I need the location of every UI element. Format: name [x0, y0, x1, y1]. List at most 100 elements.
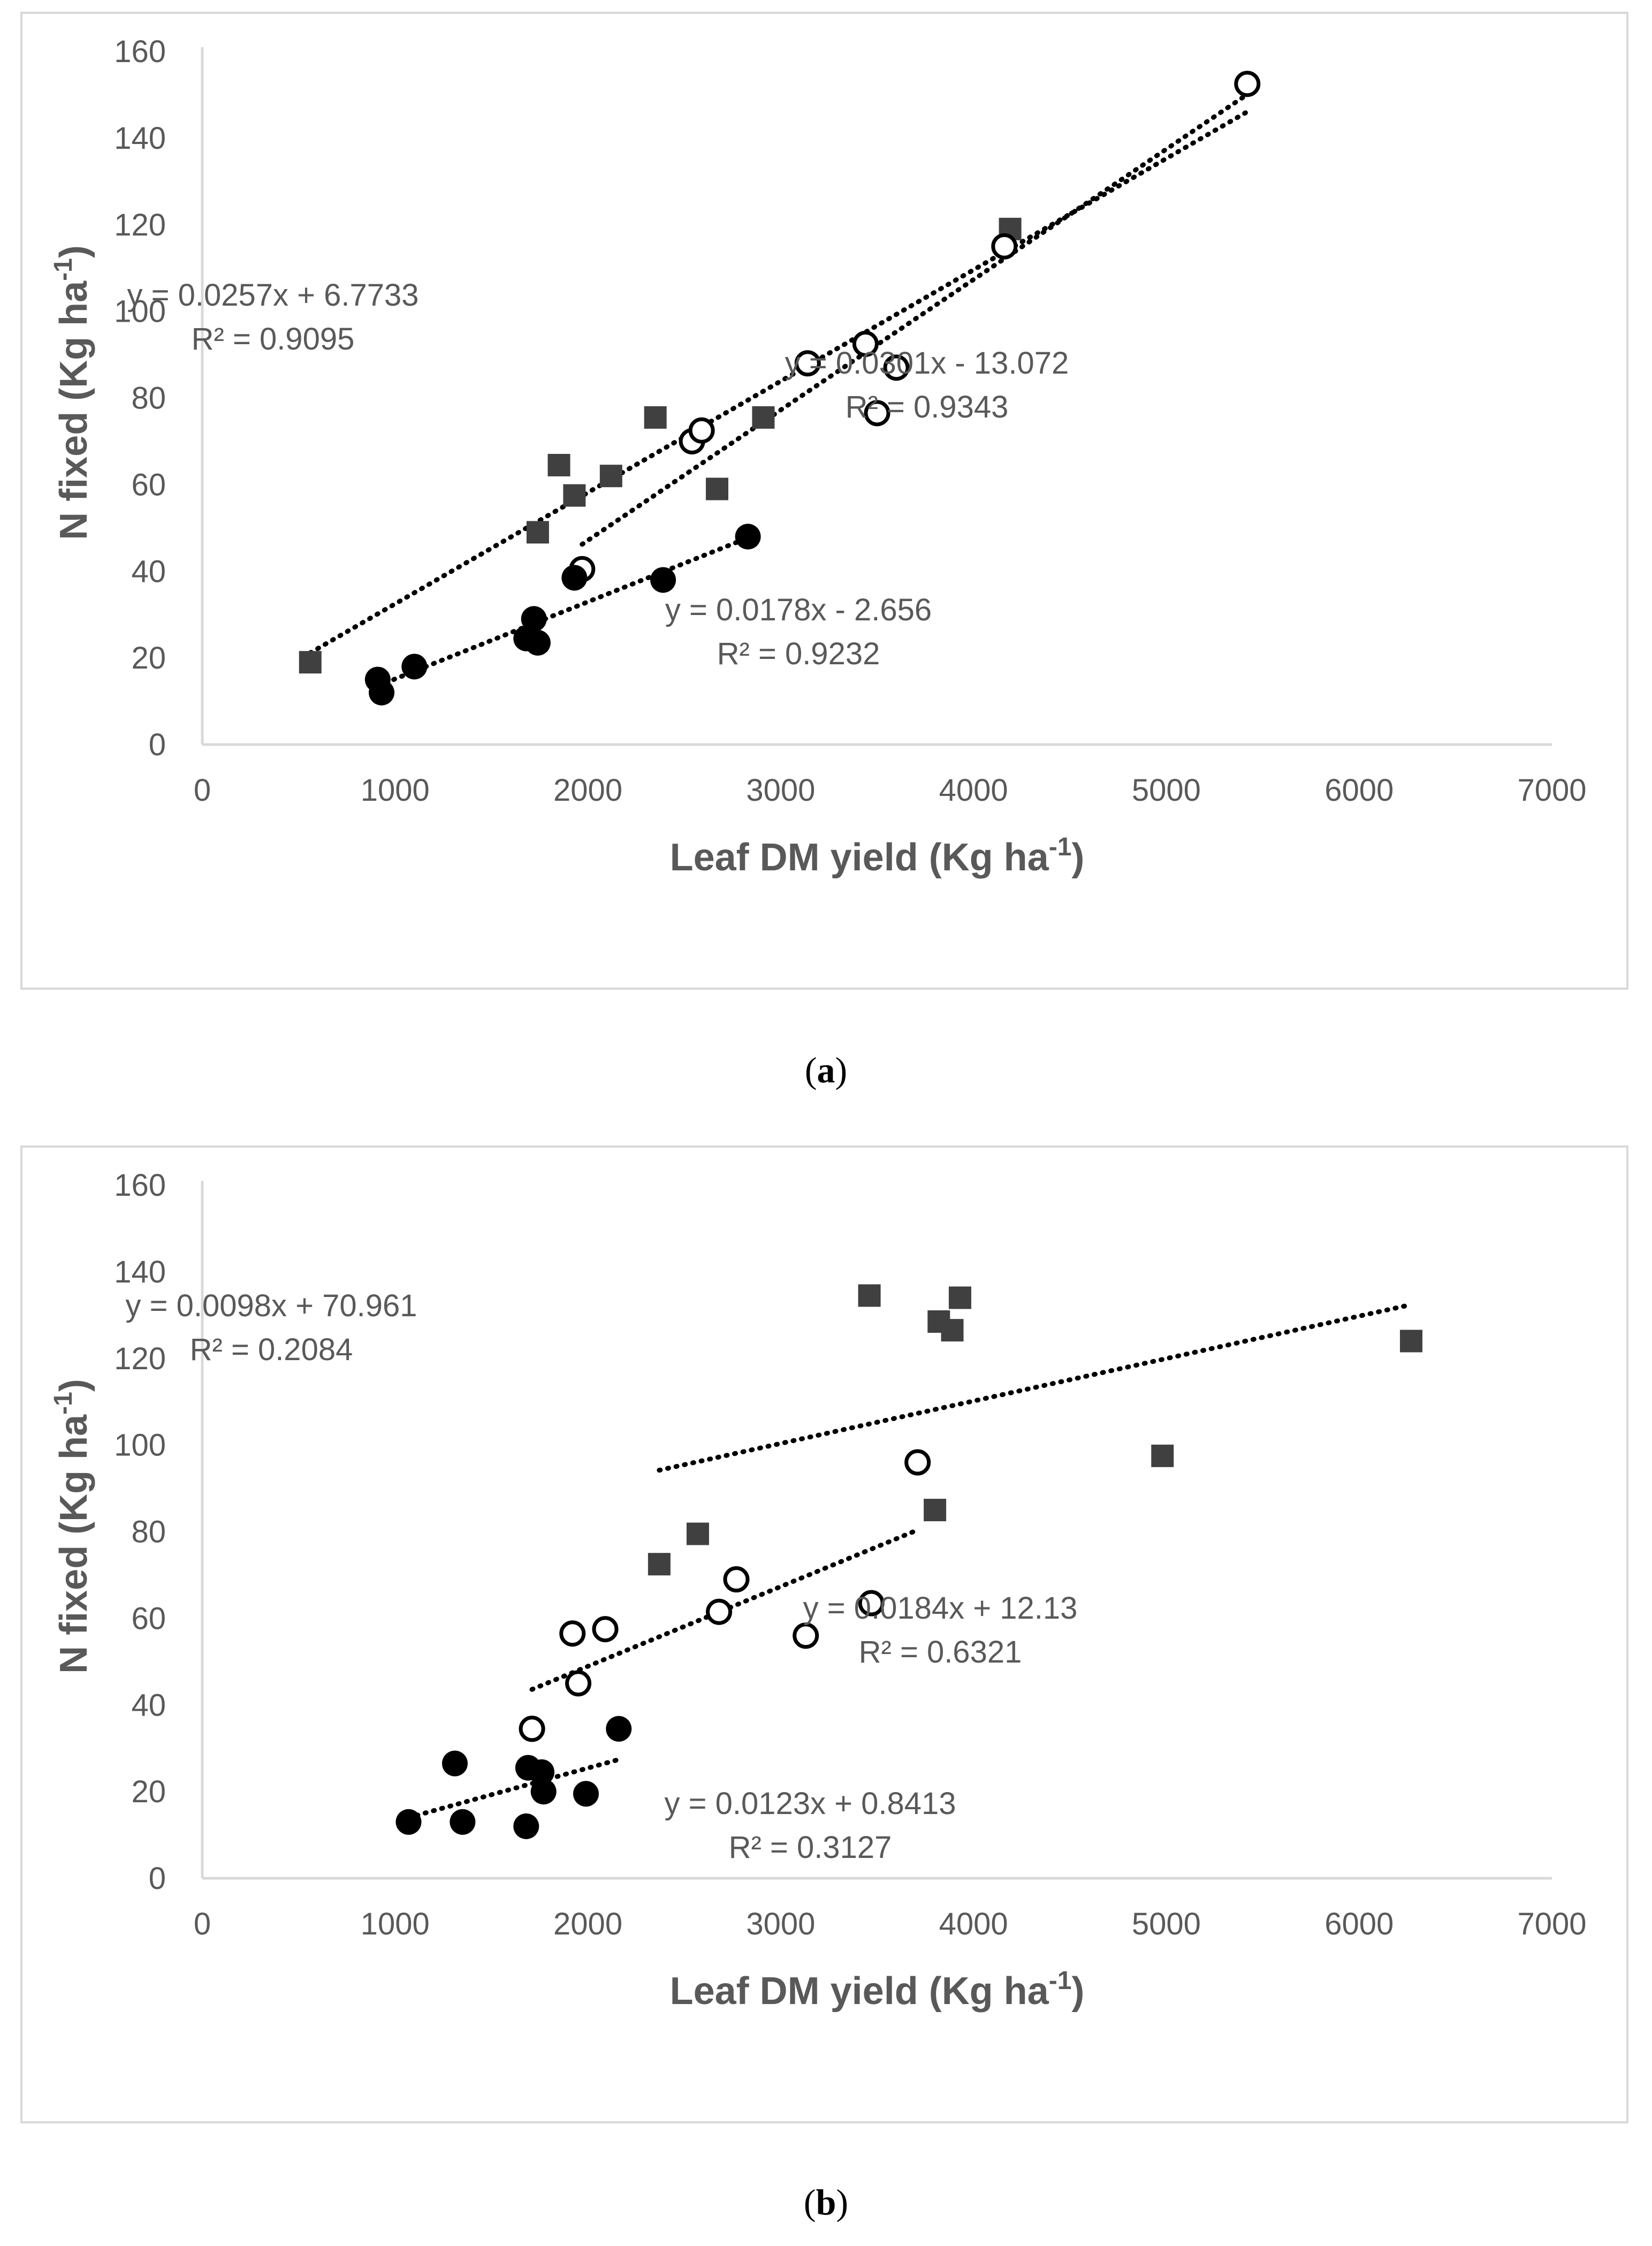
data-point-open-circle [1234, 71, 1261, 97]
data-point-filled-circle [561, 565, 588, 591]
x-tick-label: 4000 [939, 773, 1008, 808]
data-point-filled-circle [521, 606, 547, 632]
x-tick-label: 0 [194, 1907, 211, 1941]
data-point-square [599, 465, 622, 488]
trendline-filled-circle [375, 535, 751, 688]
scatter-chart-b: 0 20 40 60 80 100 120 140 160 0 1000 2000 3000 4000 50… [49, 1168, 1587, 2013]
data-point-square [547, 453, 570, 476]
r-squared-label: R² = 0.6321 [859, 1635, 1022, 1670]
trendline-open-circle [580, 92, 1250, 547]
x-tick-label: 7000 [1517, 1907, 1586, 1941]
trendline-square [657, 1302, 1414, 1473]
y-tick-label: 160 [114, 1168, 166, 1203]
data-point-open-circle [723, 1566, 750, 1593]
data-point-filled-circle [450, 1809, 476, 1835]
regression-equation: y = 0.0257x + 6.7733 [127, 278, 419, 313]
r-squared-label: R² = 0.9095 [192, 322, 355, 356]
y-tick-label: 140 [114, 1255, 166, 1289]
data-point-square [1399, 1330, 1422, 1353]
y-tick-label: 40 [131, 1688, 166, 1723]
data-point-square [686, 1522, 709, 1545]
x-tick-label: 5000 [1132, 1907, 1201, 1941]
regression-equation: y = 0.0178x - 2.656 [665, 593, 932, 627]
y-tick-label: 20 [131, 1774, 166, 1809]
r-squared-label: R² = 0.9232 [717, 636, 880, 671]
data-point-open-circle [565, 1670, 592, 1697]
x-tick-label: 2000 [553, 773, 622, 808]
data-point-open-circle [864, 400, 890, 427]
data-point-square [752, 406, 775, 429]
data-point-open-circle [858, 1590, 885, 1617]
x-tick-label: 4000 [939, 1907, 1008, 1941]
x-tick-label: 0 [194, 773, 211, 808]
regression-equation: y = 0.0184x + 12.13 [803, 1591, 1078, 1626]
data-point-open-circle [991, 233, 1018, 260]
data-point-open-circle [559, 1620, 586, 1647]
chart-panel-b: 0 20 40 60 80 100 120 140 160 0 1000 2000 3000 4000 50… [20, 1145, 1628, 2123]
caption-b: (b) [803, 2182, 849, 2222]
y-axis-title: N fixed (Kg ha-1) [49, 1379, 95, 1674]
data-point-square [924, 1499, 947, 1522]
data-point-open-circle [852, 330, 879, 357]
y-tick-label: 140 [114, 121, 166, 156]
data-point-filled-circle [401, 654, 428, 680]
r-squared-label: R² = 0.3127 [729, 1830, 892, 1865]
y-tick-label: 100 [114, 294, 166, 329]
x-tick-label: 2000 [553, 1907, 622, 1941]
data-point-open-circle [519, 1716, 545, 1742]
data-point-open-circle [883, 354, 910, 381]
data-point-square [644, 406, 667, 429]
y-tick-label: 80 [131, 1515, 166, 1550]
data-point-square [563, 484, 586, 507]
r-squared-label: R² = 0.2084 [190, 1332, 353, 1367]
x-tick-label: 6000 [1324, 1907, 1394, 1941]
data-point-filled-circle [524, 629, 551, 656]
data-point-square [299, 651, 322, 674]
y-tick-label: 0 [149, 1861, 166, 1896]
y-tick-label: 160 [114, 34, 166, 69]
data-point-filled-circle [573, 1781, 599, 1807]
x-tick-label: 1000 [361, 773, 430, 808]
caption-a: (a) [804, 1050, 848, 1090]
trendline-square [308, 109, 1250, 656]
data-point-filled-circle [606, 1716, 632, 1742]
regression-equation: y = 0.0301x - 13.072 [785, 346, 1069, 381]
data-point-square [941, 1319, 964, 1342]
x-axis-title: Leaf DM yield (Kg ha-1) [670, 1967, 1085, 2013]
data-point-open-circle [706, 1598, 733, 1625]
x-tick-label: 6000 [1324, 773, 1394, 808]
y-tick-label: 40 [131, 554, 166, 589]
y-axis-title: N fixed (Kg ha-1) [49, 245, 95, 540]
data-point-square [526, 521, 549, 544]
x-tick-label: 5000 [1132, 773, 1201, 808]
data-point-open-circle [794, 350, 821, 377]
data-point-open-circle [793, 1622, 819, 1649]
y-tick-label: 60 [131, 1601, 166, 1636]
r-squared-label: R² = 0.9343 [846, 390, 1009, 424]
regression-equation: y = 0.0123x + 0.8413 [665, 1786, 956, 1821]
x-tick-label: 7000 [1517, 773, 1586, 808]
data-point-square [1151, 1444, 1174, 1467]
data-point-square [948, 1286, 971, 1309]
y-tick-label: 100 [114, 1428, 166, 1463]
data-point-open-circle [688, 417, 715, 444]
data-point-open-circle [904, 1449, 931, 1476]
data-point-filled-circle [529, 1759, 555, 1785]
x-axis-title: Leaf DM yield (Kg ha-1) [670, 833, 1085, 879]
trendline-filled-circle [406, 1757, 621, 1820]
data-point-filled-circle [395, 1809, 422, 1835]
x-tick-label: 1000 [361, 1907, 430, 1941]
data-point-square [705, 477, 728, 500]
data-point-square [648, 1553, 671, 1576]
y-tick-label: 120 [114, 208, 166, 242]
y-tick-label: 120 [114, 1341, 166, 1376]
data-point-filled-circle [530, 1779, 557, 1805]
scatter-chart-a: 0 20 40 60 80 100 120 140 160 0 1000 2000 3000 4000 50… [49, 34, 1587, 879]
y-tick-label: 80 [131, 381, 166, 416]
regression-equation: y = 0.0098x + 70.961 [126, 1288, 417, 1323]
data-point-filled-circle [441, 1750, 468, 1777]
x-tick-label: 3000 [746, 1907, 815, 1941]
chart-panel-a: 0 20 40 60 80 100 120 140 160 0 1000 2000 3000 4000 50… [20, 12, 1628, 990]
y-tick-label: 60 [131, 467, 166, 502]
data-point-filled-circle [650, 567, 676, 593]
